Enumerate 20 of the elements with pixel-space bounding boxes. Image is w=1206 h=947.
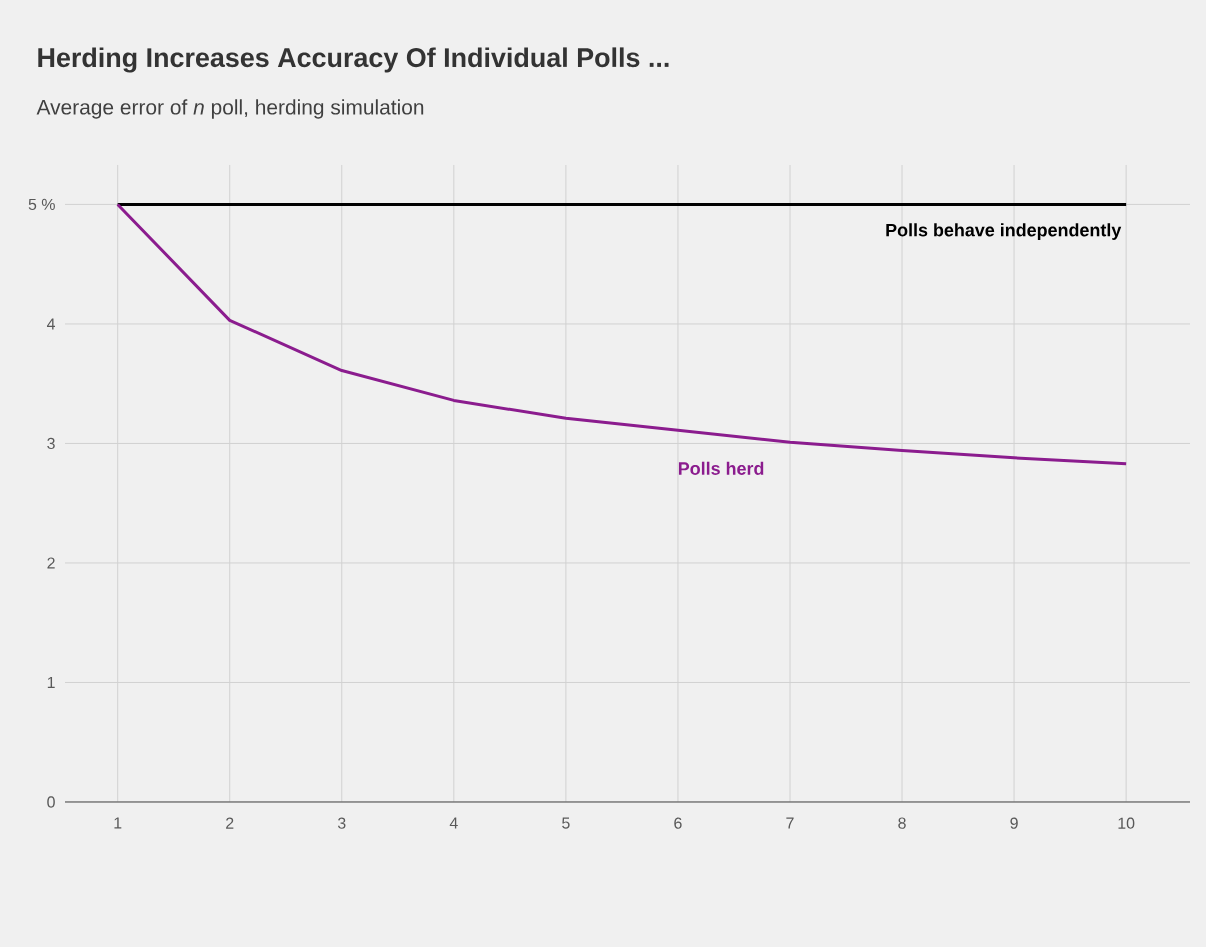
x-tick-label: 5 [562,817,570,829]
x-tick-label: 2 [226,817,234,829]
series-label: Polls behave independently [886,223,1122,240]
y-tick-label: 5 % [28,198,55,211]
chart-title: Herding Increases Accuracy Of Individual Polls ... [38,47,669,73]
y-tick-label: 0 [47,796,55,808]
y-tick-label: 3 [47,437,55,450]
x-tick-label: 1 [114,817,122,829]
y-tick-label: 4 [46,318,56,330]
x-tick-label: 9 [1010,817,1018,829]
x-tick-label: 6 [674,817,682,829]
series-label: Polls herd [678,461,764,475]
x-tick-label: 8 [898,817,906,829]
x-tick-label: 10 [1118,817,1135,829]
y-tick-label: 2 [47,557,55,569]
x-tick-label: 7 [786,817,794,829]
y-tick-label: 1 [47,676,55,688]
chart-subtitle: Average error of n poll, herding simulation [36,99,424,119]
x-tick-label: 4 [449,817,458,829]
x-tick-label: 3 [337,817,346,829]
